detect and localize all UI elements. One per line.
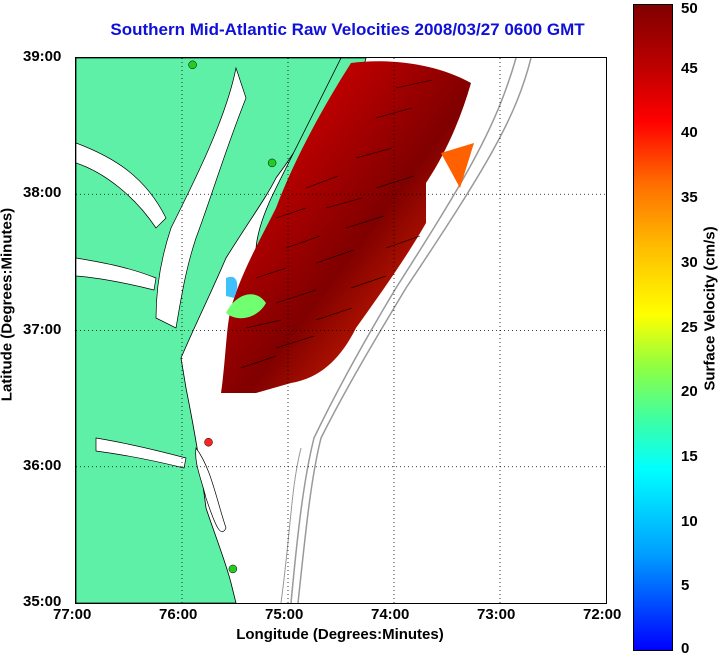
x-axis-label: Longitude (Degrees:Minutes) bbox=[236, 626, 444, 643]
colorbar-tick-label: 10 bbox=[681, 512, 698, 530]
bathymetry-contours bbox=[280, 58, 532, 603]
radar-station-marker[interactable] bbox=[267, 158, 277, 168]
velocity-arrows bbox=[240, 79, 433, 369]
y-tick-label: 36:00 bbox=[23, 456, 62, 474]
radar-station-marker[interactable] bbox=[204, 437, 213, 447]
colorbar-tick-label: 25 bbox=[681, 318, 698, 336]
x-tick-label: 77:00 bbox=[53, 606, 92, 623]
colorbar-tick-label: 5 bbox=[681, 577, 690, 595]
colorbar bbox=[633, 4, 673, 651]
colorbar-tick-label: 30 bbox=[681, 253, 698, 271]
x-tick-label: 75:00 bbox=[265, 606, 304, 623]
x-tick-label: 72:00 bbox=[583, 606, 622, 623]
grid-lines bbox=[76, 58, 606, 603]
colorbar-tick-label: 35 bbox=[681, 189, 698, 207]
colorbar-tick-label: 40 bbox=[681, 124, 698, 142]
y-tick-label: 38:00 bbox=[23, 184, 62, 202]
x-tick-label: 73:00 bbox=[477, 606, 516, 623]
radar-station-marker[interactable] bbox=[228, 564, 238, 574]
y-tick-label: 37:00 bbox=[23, 320, 62, 338]
colorbar-tick-label: 15 bbox=[681, 447, 698, 465]
x-tick-label: 76:00 bbox=[159, 606, 198, 623]
y-axis-label: Latitude (Degrees:Minutes) bbox=[0, 207, 16, 402]
map-canvas bbox=[76, 58, 606, 603]
x-tick-label: 74:00 bbox=[371, 606, 410, 623]
radar-stations bbox=[188, 60, 277, 574]
colorbar-tick-label: 45 bbox=[681, 59, 698, 77]
colorbar-label: Surface Velocity (cm/s) bbox=[701, 226, 719, 391]
colorbar-tick-label: 20 bbox=[681, 383, 698, 401]
colorbar-tick-label: 50 bbox=[681, 0, 698, 17]
map-area[interactable] bbox=[75, 57, 607, 604]
velocity-field bbox=[221, 61, 474, 394]
radar-station-marker[interactable] bbox=[188, 60, 197, 70]
y-tick-label: 35:00 bbox=[23, 593, 62, 610]
colorbar-tick-label: 0 bbox=[681, 640, 690, 657]
inland-water bbox=[76, 66, 247, 533]
y-tick-label: 39:00 bbox=[23, 48, 62, 65]
plot-title: Southern Mid-Atlantic Raw Velocities 200… bbox=[110, 20, 585, 39]
